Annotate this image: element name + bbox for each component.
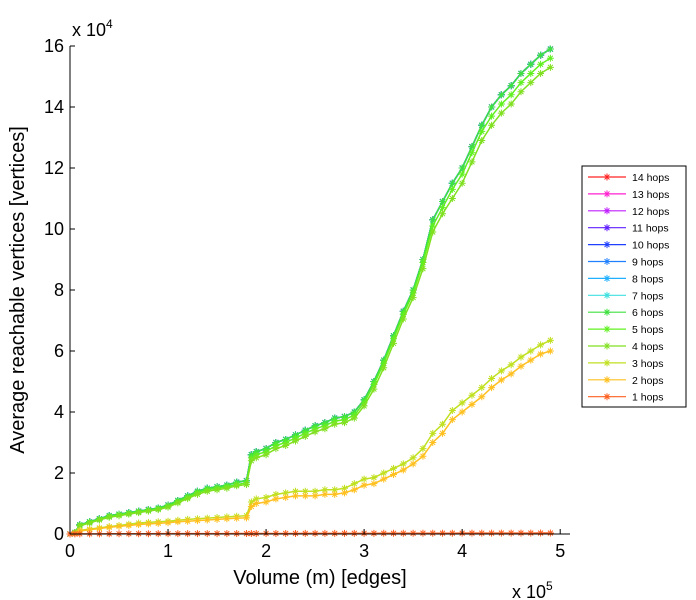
legend-marker	[603, 393, 611, 401]
y-ticks: 0 2 4 6 8 10 12 14 16	[44, 36, 75, 544]
legend-label: 8 hops	[632, 273, 664, 285]
y-axis-title: Average reachable vertices [vertices]	[7, 126, 29, 454]
series-layer	[66, 45, 554, 538]
y-tick-label: 16	[44, 36, 64, 56]
legend-item: 11 hops	[588, 223, 669, 235]
legend-marker	[603, 224, 611, 232]
legend-label: 1 hops	[632, 392, 664, 404]
series-line	[69, 48, 551, 535]
y-tick-label: 2	[54, 463, 64, 483]
x-exponent-label: x 105	[512, 579, 553, 600]
x-tick-label: 0	[65, 541, 75, 561]
legend: 14 hops 13 hops 12 hops 11 hops 10 hops 9 hop…	[581, 165, 687, 408]
legend-marker	[603, 376, 611, 384]
legend-marker	[603, 325, 611, 333]
legend-label: 12 hops	[632, 206, 669, 218]
legend-label: 7 hops	[632, 290, 664, 302]
legend-item: 9 hops	[588, 257, 664, 269]
legend-label: 5 hops	[632, 324, 664, 336]
series-line	[69, 339, 551, 535]
legend-label: 14 hops	[632, 172, 669, 184]
y-tick-label: 6	[54, 341, 64, 361]
legend-item: 1 hops	[588, 392, 664, 404]
y-tick-label: 0	[54, 524, 64, 544]
legend-label: 3 hops	[632, 358, 664, 370]
legend-item: 5 hops	[588, 324, 664, 336]
legend-marker	[603, 190, 611, 198]
legend-label: 10 hops	[632, 240, 669, 252]
legend-label: 2 hops	[632, 375, 664, 387]
legend-item: 12 hops	[588, 206, 669, 218]
legend-marker	[603, 274, 611, 282]
legend-item: 10 hops	[588, 240, 669, 252]
y-tick-label: 4	[54, 402, 64, 422]
x-tick-label: 1	[163, 541, 173, 561]
legend-item: 13 hops	[588, 189, 669, 201]
x-tick-label: 2	[261, 541, 271, 561]
legend-marker	[603, 291, 611, 299]
x-tick-label: 3	[359, 541, 369, 561]
y-tick-label: 12	[44, 158, 64, 178]
legend-item: 8 hops	[588, 273, 664, 285]
legend-label: 13 hops	[632, 189, 669, 201]
legend-box	[581, 165, 687, 408]
x-axis-title: Volume (m) [edges]	[233, 567, 406, 589]
legend-item: 7 hops	[588, 290, 664, 302]
legend-label: 11 hops	[632, 223, 669, 235]
x-tick-label: 5	[555, 541, 565, 561]
series-4-hops	[66, 63, 554, 538]
legend-marker	[603, 342, 611, 350]
legend-item: 3 hops	[588, 358, 664, 370]
series-line	[69, 66, 551, 535]
legend-label: 6 hops	[632, 307, 664, 319]
legend-label: 4 hops	[632, 341, 664, 353]
legend-marker	[603, 173, 611, 181]
legend-marker	[603, 241, 611, 249]
y-exponent-label: x 104	[72, 17, 113, 40]
legend-marker	[603, 258, 611, 265]
legend-marker	[603, 359, 611, 367]
x-tick-label: 4	[457, 541, 467, 561]
x-ticks: 0 1 2 3 4 5	[65, 529, 565, 561]
legend-item: 6 hops	[588, 307, 664, 319]
legend-label: 9 hops	[632, 257, 664, 269]
y-tick-label: 14	[44, 97, 64, 117]
legend-marker	[603, 207, 611, 215]
legend-item: 14 hops	[588, 172, 669, 184]
legend-item: 2 hops	[588, 375, 664, 387]
series-line	[69, 350, 551, 535]
y-tick-label: 10	[44, 219, 64, 239]
legend-marker	[603, 308, 611, 316]
legend-item: 4 hops	[588, 341, 664, 353]
y-tick-label: 8	[54, 280, 64, 300]
